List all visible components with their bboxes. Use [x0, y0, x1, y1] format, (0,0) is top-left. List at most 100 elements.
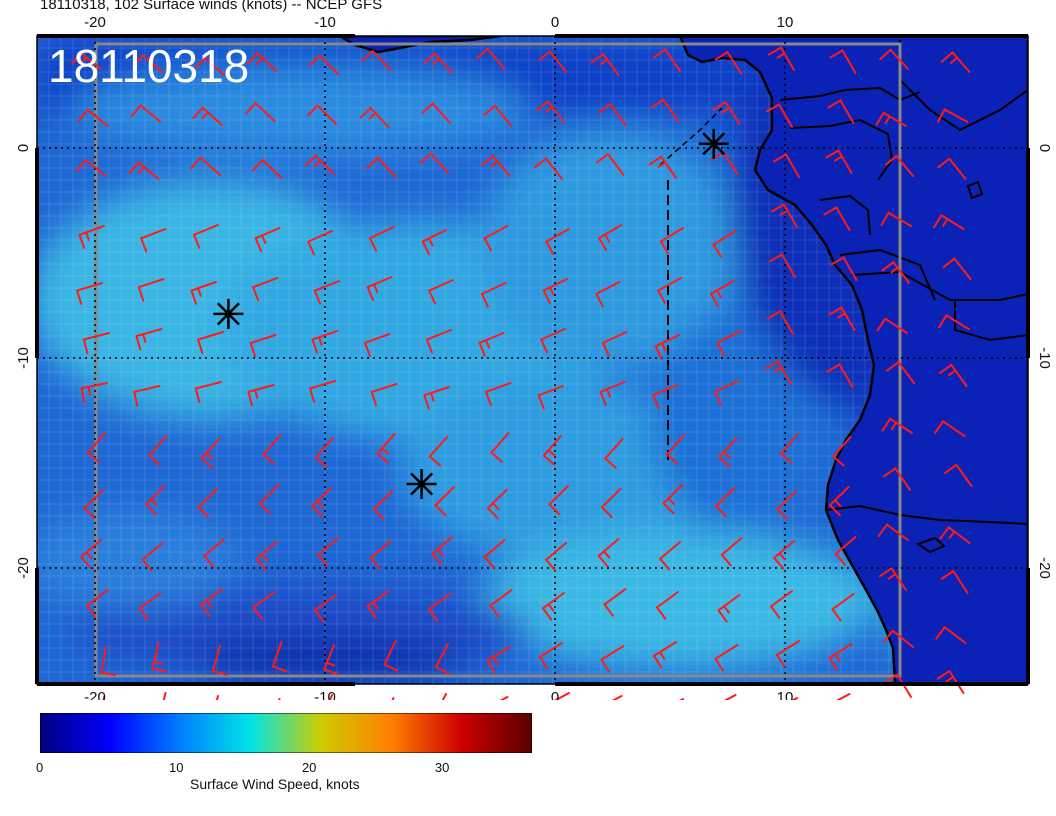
wind-barb	[770, 590, 793, 619]
wind-barb	[272, 641, 288, 673]
wind-barb	[650, 98, 679, 122]
lat-tick-right: -10	[1036, 347, 1053, 369]
wind-barb	[828, 643, 853, 671]
wind-barb	[600, 488, 622, 519]
wind-barb	[128, 161, 160, 180]
wind-barb	[766, 310, 794, 335]
wind-barb	[489, 589, 513, 618]
wind-barb	[151, 642, 168, 673]
wind-barb	[307, 230, 333, 256]
wind-barb	[490, 432, 510, 463]
wind-barb	[80, 539, 102, 569]
wind-barb	[545, 228, 570, 255]
lat-tick-left: -10	[15, 347, 32, 369]
wind-barb	[369, 540, 392, 570]
wind-barb	[262, 434, 282, 465]
wind-barb	[767, 46, 795, 71]
wind-barb	[836, 693, 851, 700]
map-frame	[36, 35, 1029, 685]
wind-barb	[714, 487, 736, 518]
wind-barb	[423, 52, 453, 74]
wind-barb	[308, 54, 339, 75]
wind-barb	[827, 99, 855, 124]
wind-barb	[935, 626, 967, 644]
wind-barb	[78, 225, 105, 249]
wind-barb	[259, 484, 280, 515]
wind-barb	[194, 56, 225, 76]
wind-barb	[714, 51, 743, 75]
wind-barb	[652, 384, 678, 410]
wind-barb	[825, 149, 853, 174]
wind-barb	[419, 152, 449, 174]
lon-tick-top: -20	[84, 14, 106, 31]
wind-barb	[548, 485, 569, 516]
wind-barb	[939, 526, 971, 544]
wind-barb	[431, 536, 453, 566]
wind-barb	[597, 103, 627, 126]
wind-barb	[940, 570, 969, 594]
colorbar-tick: 20	[301, 760, 317, 775]
wind-barb	[590, 53, 620, 76]
wind-barb	[537, 385, 564, 410]
domain-box	[94, 42, 902, 678]
storm-markers	[213, 128, 729, 499]
wind-barb	[190, 281, 217, 305]
wind-barb	[938, 314, 970, 330]
wind-barb	[499, 696, 509, 700]
wind-barb	[145, 485, 166, 516]
wind-barb	[249, 334, 277, 358]
wind-barb	[366, 590, 390, 619]
wind-barb	[83, 489, 104, 520]
lon-tick-bottom: -20	[84, 689, 106, 700]
marker-west	[213, 298, 244, 329]
wind-barb	[251, 159, 283, 179]
island-small	[966, 180, 984, 200]
wind-barb	[776, 640, 800, 668]
wind-barb	[723, 694, 737, 700]
wind-barb	[476, 48, 506, 70]
frame-bar-left-low	[35, 568, 39, 684]
wind-barb	[486, 646, 511, 674]
wind-barb	[304, 154, 335, 175]
frame-bar-left-mid	[35, 148, 39, 358]
wind-barb	[659, 227, 684, 255]
wind-barb	[425, 329, 452, 354]
wind-barb	[200, 588, 223, 617]
wind-barb	[483, 539, 506, 569]
wind-barb	[203, 538, 225, 568]
wind-barb	[376, 433, 396, 464]
frame-bar-top-left	[37, 34, 355, 38]
wind-barb	[831, 593, 855, 622]
wind-barb	[537, 50, 567, 73]
wind-barb	[246, 52, 278, 72]
wind-barb	[313, 280, 340, 305]
wind-barb	[600, 645, 625, 673]
wind-barb	[366, 157, 397, 178]
wind-barb	[359, 107, 390, 128]
wind-barb	[140, 228, 167, 253]
wind-barb	[716, 330, 742, 357]
marker-north	[698, 128, 729, 159]
wind-barb	[148, 435, 168, 466]
wind-barb	[712, 230, 737, 258]
wind-barb	[538, 642, 563, 670]
wind-barb	[197, 488, 218, 519]
wind-barb	[713, 380, 740, 406]
wind-barb	[478, 332, 505, 357]
wind-barb	[76, 282, 103, 305]
wind-barb	[659, 541, 681, 571]
time-stamp: 18110318	[48, 40, 249, 92]
wind-barb	[428, 436, 448, 467]
wind-barb	[601, 331, 628, 357]
lat-tick-right: -20	[1036, 557, 1053, 579]
wind-barb	[653, 641, 677, 669]
wind-barb	[938, 363, 968, 387]
wind-barb	[428, 279, 454, 305]
lon-tick-top: 10	[777, 14, 794, 31]
wind-barb	[483, 104, 513, 127]
lat-tick-left: -20	[15, 557, 32, 579]
wind-barb	[772, 153, 800, 178]
frame-bar-bottom-right	[555, 682, 1028, 686]
wind-barb	[86, 432, 106, 463]
